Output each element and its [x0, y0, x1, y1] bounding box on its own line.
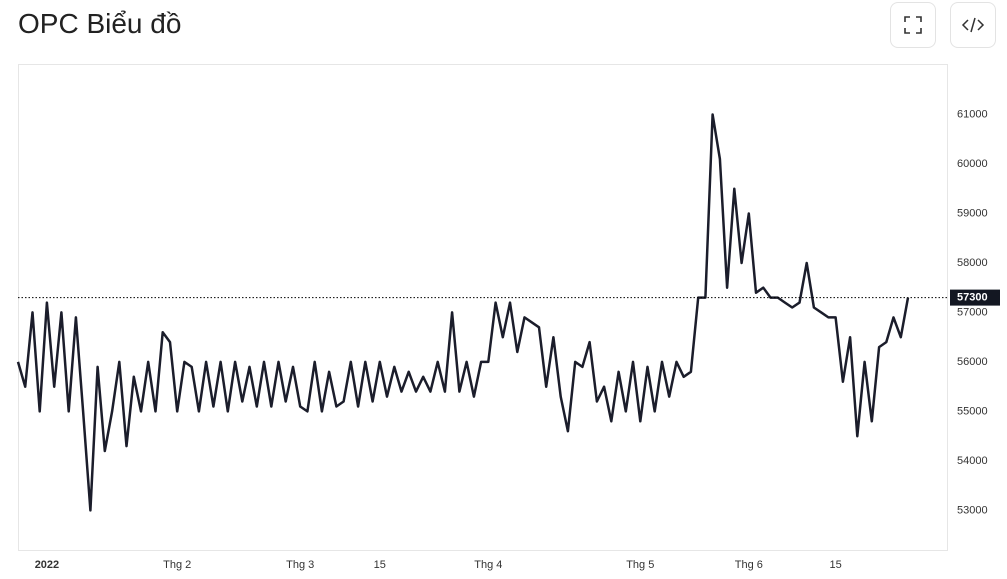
x-tick-label: Thg 4	[474, 559, 502, 571]
y-tick-label: 61000	[957, 108, 988, 120]
fullscreen-icon	[904, 16, 922, 34]
x-tick-label: 15	[374, 559, 386, 571]
x-tick-label: 2022	[35, 559, 59, 571]
price-line	[16, 113, 910, 512]
last-price-tag	[950, 289, 1000, 306]
x-tick-label: Thg 3	[286, 559, 314, 571]
y-tick-label: 59000	[957, 207, 988, 219]
y-tick-label: 53000	[957, 504, 988, 516]
plot-frame	[18, 64, 948, 551]
x-tick-label: 15	[830, 559, 842, 571]
x-tick-label: Thg 6	[735, 559, 763, 571]
chart-title: OPC Biểu đồ	[18, 8, 182, 39]
fullscreen-button[interactable]	[890, 2, 936, 48]
embed-icon	[961, 17, 985, 33]
y-tick-label: 54000	[957, 455, 988, 467]
y-tick-label: 57000	[957, 306, 988, 318]
x-tick-label: Thg 2	[163, 559, 191, 571]
y-tick-label: 60000	[957, 158, 988, 170]
y-tick-label: 55000	[957, 405, 988, 417]
y-tick-label: 58000	[957, 257, 988, 269]
y-tick-label: 56000	[957, 356, 988, 368]
embed-button[interactable]	[950, 2, 996, 48]
last-price-label: 57300	[957, 292, 988, 304]
x-tick-label: Thg 5	[626, 559, 654, 571]
